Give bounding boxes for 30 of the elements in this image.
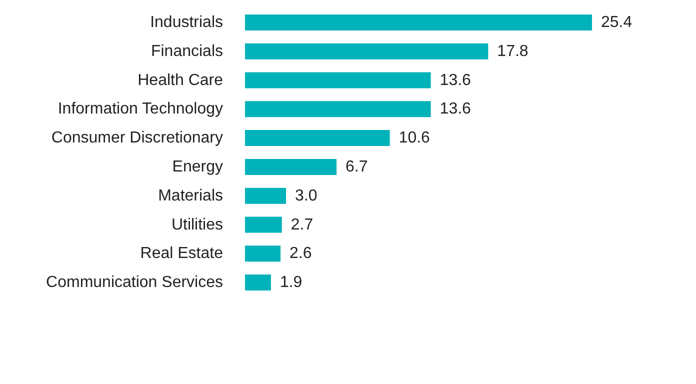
data-label: 2.7: [290, 216, 314, 234]
data-label: 13.6: [440, 72, 472, 89]
data-label: 13.6: [440, 100, 472, 118]
bar: [245, 101, 431, 118]
y-tick-label: Financials: [150, 42, 223, 60]
bar: [245, 43, 488, 60]
bar: [245, 130, 390, 146]
bar: [245, 246, 281, 262]
y-tick-label: Industrials: [150, 14, 223, 31]
bar: [245, 188, 286, 204]
y-tick-label: Consumer Discretionary: [51, 130, 223, 147]
y-tick-label: Energy: [172, 158, 223, 176]
y-tick-label: Real Estate: [140, 245, 224, 262]
bar: [245, 274, 271, 291]
y-tick-label: Health Care: [138, 72, 224, 89]
data-label: 6.7: [346, 158, 368, 176]
bar: [245, 14, 592, 30]
y-tick-label: Communication Services: [46, 274, 223, 292]
y-tick-label: Utilities: [171, 216, 223, 234]
bar: [245, 72, 431, 88]
y-tick-label: Information Technology: [58, 100, 223, 118]
data-label: 2.6: [290, 245, 312, 262]
bar: [245, 158, 337, 175]
y-tick-label: Materials: [158, 187, 223, 204]
data-label: 1.9: [280, 274, 302, 292]
data-label: 25.4: [601, 14, 632, 31]
data-label: 10.6: [398, 130, 430, 147]
data-label: 3.0: [294, 187, 318, 204]
data-label: 17.8: [497, 42, 528, 60]
bar: [245, 216, 282, 233]
